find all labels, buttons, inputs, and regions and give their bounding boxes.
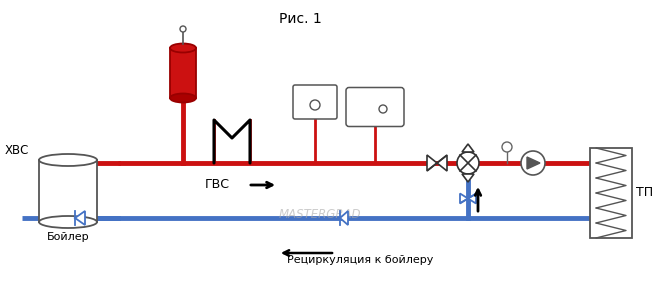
Polygon shape xyxy=(462,144,474,152)
Text: Рециркуляция к бойлеру: Рециркуляция к бойлеру xyxy=(287,255,433,265)
Polygon shape xyxy=(527,157,540,169)
Text: Бойлер: Бойлер xyxy=(47,232,89,242)
Polygon shape xyxy=(468,193,476,204)
Text: MASTERGRAD: MASTERGRAD xyxy=(279,209,361,222)
Polygon shape xyxy=(427,155,437,171)
Polygon shape xyxy=(462,174,474,182)
Circle shape xyxy=(502,142,512,152)
FancyBboxPatch shape xyxy=(346,88,404,127)
Circle shape xyxy=(379,105,387,113)
Ellipse shape xyxy=(39,154,97,166)
Text: ГВС: ГВС xyxy=(205,178,230,192)
Ellipse shape xyxy=(170,93,196,103)
Bar xyxy=(39,160,97,222)
Polygon shape xyxy=(460,193,468,204)
Bar xyxy=(590,148,632,238)
Circle shape xyxy=(310,100,320,110)
Bar xyxy=(170,48,196,98)
Polygon shape xyxy=(340,211,348,225)
Circle shape xyxy=(521,151,545,175)
Ellipse shape xyxy=(39,216,97,228)
Ellipse shape xyxy=(170,43,196,52)
FancyBboxPatch shape xyxy=(293,85,337,119)
Circle shape xyxy=(457,152,479,174)
Polygon shape xyxy=(75,211,85,225)
Polygon shape xyxy=(437,155,447,171)
Circle shape xyxy=(180,26,186,32)
Text: Рис. 1: Рис. 1 xyxy=(279,12,321,26)
Text: ТП: ТП xyxy=(636,187,653,200)
Text: ХВС: ХВС xyxy=(5,144,30,156)
